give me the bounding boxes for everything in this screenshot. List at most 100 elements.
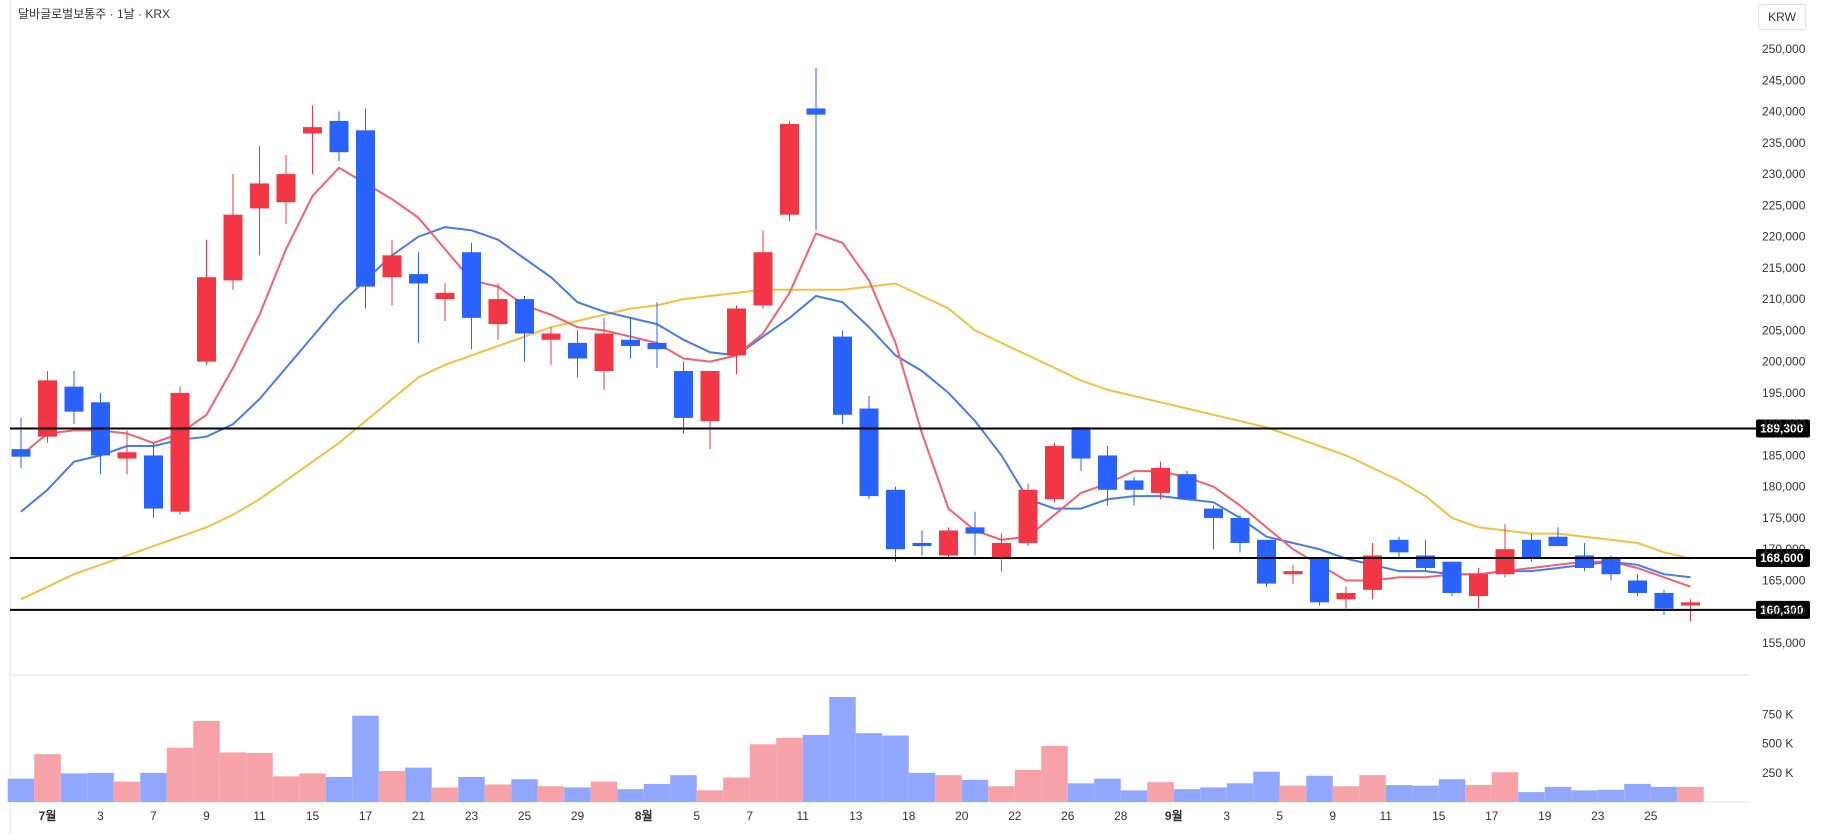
candle-body	[1098, 455, 1117, 490]
time-tick-label: 9월	[1165, 808, 1183, 823]
time-tick-label: 11	[253, 809, 266, 823]
candle	[356, 108, 375, 309]
candle-body	[1548, 536, 1568, 547]
price-tick-label: 205,000	[1762, 323, 1806, 337]
candle	[1416, 539, 1435, 572]
volume-bar	[1067, 783, 1095, 802]
candle-body	[250, 183, 269, 209]
candle	[965, 511, 985, 556]
time-tick-label: 18	[902, 809, 916, 823]
price-tick-label: 165,000	[1762, 573, 1806, 587]
candle	[1204, 505, 1223, 550]
candle-body	[1654, 592, 1674, 609]
price-tick-label: 185,000	[1762, 448, 1806, 462]
candle-body	[1469, 574, 1488, 597]
volume-bar	[166, 747, 194, 802]
candle	[117, 430, 137, 475]
volume-bar	[1094, 778, 1121, 802]
candle	[1230, 514, 1250, 553]
volume-bar	[1147, 782, 1174, 802]
candle-body	[38, 380, 57, 437]
price-tick-label: 225,000	[1762, 198, 1806, 212]
volume-bar	[1544, 786, 1572, 802]
candle-body	[965, 527, 985, 534]
currency-button[interactable]: KRW	[1758, 4, 1806, 30]
volume-bar	[590, 781, 618, 802]
candle	[488, 283, 508, 340]
volume-bar	[1359, 775, 1386, 802]
volume-bar	[1120, 790, 1148, 802]
candle-body	[939, 530, 958, 556]
volume-bars	[7, 697, 1704, 802]
volume-bar	[564, 787, 591, 802]
volume-bar	[34, 754, 61, 802]
candle	[674, 361, 693, 434]
time-tick-label: 25	[1644, 809, 1658, 823]
time-tick-label: 20	[955, 809, 969, 823]
horizontal-lines[interactable]: 189,300 168,600 160,300	[10, 419, 1810, 619]
candle-body	[435, 292, 455, 300]
volume-bar	[299, 773, 326, 802]
volume-bar	[935, 775, 962, 802]
candle	[1363, 542, 1382, 600]
candle-body	[197, 277, 216, 362]
candle	[1257, 539, 1276, 587]
volume-bar	[113, 781, 141, 802]
candle	[1389, 536, 1409, 559]
candle-body	[276, 174, 296, 203]
price-tick-label: 220,000	[1762, 230, 1806, 244]
candle-body	[1628, 580, 1647, 593]
candle	[38, 371, 57, 443]
volume-bar	[617, 789, 644, 802]
candle-body	[647, 342, 667, 350]
candle	[515, 295, 534, 362]
price-tick-label: 155,000	[1762, 636, 1806, 650]
candle	[621, 317, 640, 359]
volume-bar	[1518, 792, 1545, 802]
time-tick-label: 9	[1329, 809, 1336, 823]
volume-bar	[1226, 783, 1254, 802]
volume-bar	[670, 775, 697, 802]
volume-bar	[272, 776, 300, 802]
candle	[1310, 558, 1329, 606]
candle	[1442, 561, 1462, 597]
time-tick-label: 22	[1008, 809, 1022, 823]
time-tick-label: 5	[1276, 809, 1283, 823]
price-tick-label: 160,000	[1762, 605, 1806, 619]
volume-bar	[87, 772, 114, 802]
candle-body	[1045, 446, 1064, 500]
candle	[91, 392, 110, 475]
candle	[780, 120, 799, 221]
time-axis: 7월 3 7 9 11 15 17 21 23 25 29 8월 5 7 11 13 18 20 22 26 28 9월 3…	[39, 808, 1658, 823]
volume-bar	[908, 772, 936, 802]
candle-body	[594, 333, 614, 372]
volume-bar	[855, 733, 883, 802]
candle-body	[462, 252, 481, 318]
candle-body	[568, 342, 587, 359]
price-tick-label: 230,000	[1762, 167, 1806, 181]
price-tick-label: 215,000	[1762, 261, 1806, 275]
candle	[859, 396, 879, 500]
time-tick-label: 23	[465, 809, 479, 823]
time-tick-label: 7	[746, 809, 753, 823]
volume-bar	[458, 776, 485, 802]
candle	[409, 252, 428, 343]
volume-bar	[1279, 785, 1307, 802]
time-tick-label: 29	[571, 809, 585, 823]
candle	[1177, 471, 1197, 500]
candle	[647, 302, 667, 368]
candle-body	[382, 255, 402, 278]
time-tick-label: 9	[203, 809, 210, 823]
volume-bar	[988, 786, 1015, 802]
candle	[329, 111, 349, 162]
volume-bar	[431, 787, 459, 802]
candle	[594, 317, 614, 390]
volume-bar	[749, 744, 777, 802]
candle	[806, 67, 826, 231]
candle-body	[1257, 539, 1276, 584]
volume-bar	[7, 778, 35, 802]
price-tick-label: 180,000	[1762, 480, 1806, 494]
time-tick-label: 3	[97, 809, 104, 823]
candle-body	[859, 408, 879, 497]
